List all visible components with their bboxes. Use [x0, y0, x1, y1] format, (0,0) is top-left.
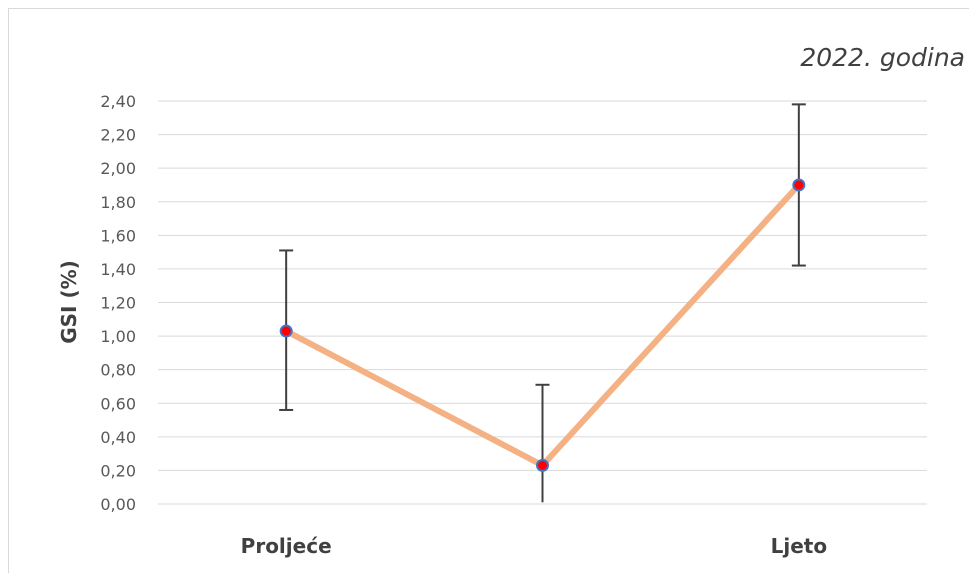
error-bar [535, 383, 550, 503]
data-point [792, 178, 806, 192]
y-tick-labels: 0,00 0,20 0,40 0,60 0,80 1,00 1,20 1,40 1,60 1,80… [100, 92, 136, 514]
y-tick-label: 2,40 [100, 92, 136, 111]
y-tick-label: 0,20 [100, 461, 136, 480]
x-category-labels: Proljeće Ljeto [241, 534, 827, 558]
y-tick-label: 0,80 [100, 361, 136, 380]
data-point [536, 458, 549, 472]
y-tick-label: 0,00 [100, 495, 136, 514]
x-category-label: Ljeto [771, 534, 827, 558]
y-tick-label: 2,20 [100, 126, 136, 145]
data-points [279, 178, 806, 472]
y-tick-label: 2,00 [100, 159, 136, 178]
y-tick-label: 1,80 [100, 193, 136, 212]
y-tick-label: 0,40 [100, 428, 136, 447]
error-bars [279, 103, 806, 503]
x-category-label: Proljeće [241, 534, 332, 558]
y-tick-label: 0,60 [100, 394, 136, 413]
data-point [279, 324, 293, 338]
chart-frame [8, 8, 969, 573]
y-axis-label: GSI (%) [57, 260, 81, 344]
y-tick-label: 1,20 [100, 294, 136, 313]
chart-title: 2022. godina [800, 43, 965, 72]
y-tick-label: 1,60 [100, 226, 136, 245]
y-tick-label: 1,40 [100, 260, 136, 279]
y-tick-label: 1,00 [100, 327, 136, 346]
